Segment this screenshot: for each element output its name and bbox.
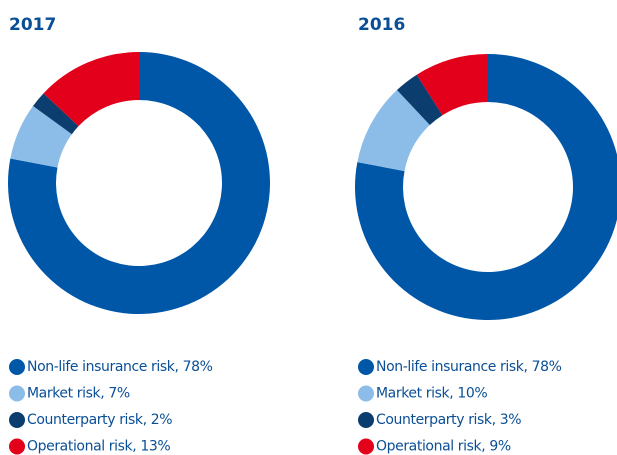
legend-label: Operational risk, 9% [376,439,511,455]
chart-title: 2016 [358,15,405,35]
donut-slice [10,106,72,168]
legend-label: Counterparty risk, 2% [27,412,172,428]
legend-swatch [9,359,25,375]
legend-label: Operational risk, 13% [27,439,170,455]
chart-title: 2017 [9,15,56,35]
legend-swatch [358,385,374,402]
donut-slice [416,54,488,116]
donut-slice [43,52,139,127]
legend-swatch [358,359,374,375]
donut-slice [357,90,430,172]
legend-swatch [358,438,374,455]
donut-slice [396,74,443,126]
legend-swatch [9,385,25,402]
donut-slice [355,54,617,320]
donut-slice [33,93,79,135]
legend-swatch [9,438,25,455]
legend-swatch [9,412,25,428]
legend-label: Counterparty risk, 3% [376,412,521,428]
legend-label: Market risk, 7% [27,386,130,402]
legend-label: Non-life insurance risk, 78% [376,359,562,375]
legend-swatch [358,412,374,428]
legend-label: Market risk, 10% [376,386,487,402]
donut-slice [8,52,270,314]
legend-label: Non-life insurance risk, 78% [27,359,213,375]
